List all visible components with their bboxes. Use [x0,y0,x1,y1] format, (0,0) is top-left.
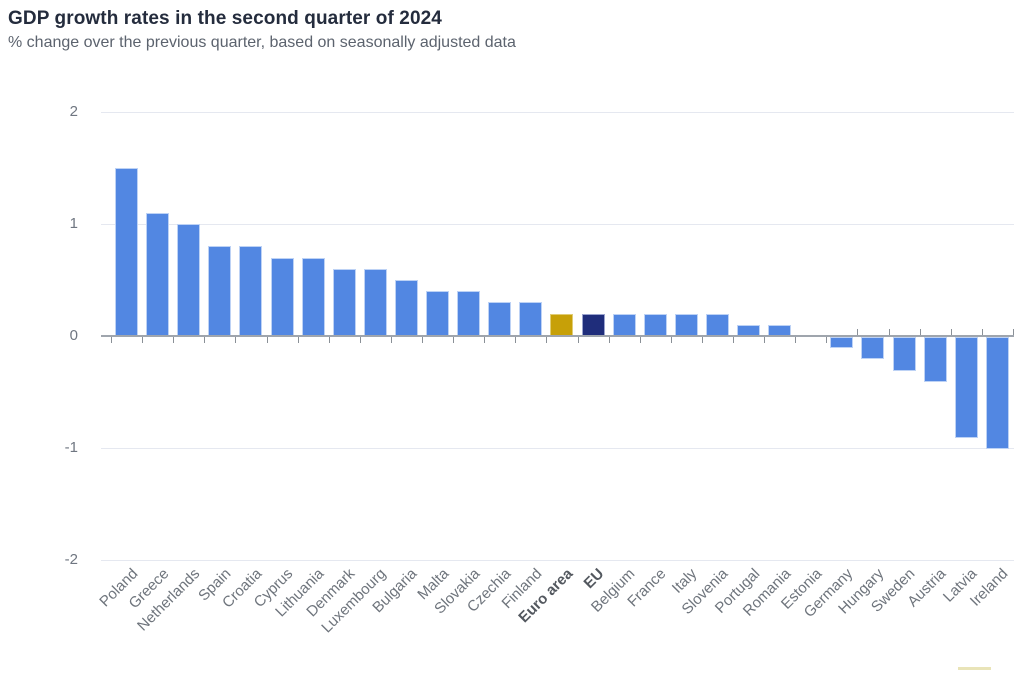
y-axis-tick-label: -1 [64,439,78,456]
x-axis-tick [235,337,237,343]
x-axis-tick [515,337,517,343]
x-axis-tick [701,337,703,343]
x-axis-tick [670,337,672,343]
bar-belgium[interactable] [612,313,636,336]
bar-spain[interactable] [208,246,232,336]
bar-denmark[interactable] [332,268,356,336]
y-axis-tick-label: 0 [69,327,78,344]
chart-subtitle: % change over the previous quarter, base… [8,34,516,51]
x-axis-tick [1012,329,1014,335]
x-axis-tick [266,337,268,343]
gridline-y-2 [101,112,1014,113]
x-axis-tick [142,337,144,343]
x-axis-line [101,335,1014,337]
x-axis-tick [733,337,734,343]
x-axis-tick [639,337,641,343]
bar-hungary[interactable] [861,337,885,360]
y-axis-tick-label: 2 [69,103,78,120]
bar-latvia[interactable] [954,337,978,438]
x-axis-tick [981,329,983,335]
bar-poland[interactable] [115,168,139,336]
bar-cyprus[interactable] [270,257,294,336]
y-axis-tick-label: -2 [64,551,78,568]
x-axis-tick [390,337,392,343]
x-axis-tick [422,337,423,343]
x-axis-tick [453,337,455,343]
x-axis-tick [826,337,828,343]
x-axis-tick [328,337,330,343]
x-axis-tick [608,337,610,343]
gridline-y--2 [101,560,1014,561]
x-axis-tick [764,337,766,343]
x-axis-tick [204,337,206,343]
bar-croatia[interactable] [239,246,263,336]
bar-czechia[interactable] [488,302,512,336]
bar-slovakia[interactable] [457,291,481,336]
bar-austria[interactable] [923,337,947,382]
bar-italy[interactable] [674,313,698,336]
bar-luxembourg[interactable] [363,268,387,336]
cropped-yellow-element-bottom-right [958,667,991,670]
chart-title: GDP growth rates in the second quarter o… [8,8,442,29]
bar-lithuania[interactable] [301,257,325,336]
x-axis-tick [484,337,486,343]
bar-ireland[interactable] [985,337,1009,449]
bar-malta[interactable] [426,291,450,336]
bar-eu[interactable] [581,313,605,336]
x-axis-tick [888,329,890,335]
bar-bulgaria[interactable] [394,280,418,336]
bar-sweden[interactable] [892,337,916,371]
x-axis-tick [950,329,952,335]
gridline-y--1 [101,448,1014,449]
bar-finland[interactable] [519,302,543,336]
bar-netherlands[interactable] [177,224,201,336]
bar-euro-area[interactable] [550,313,574,336]
gridline-y-1 [101,224,1014,225]
x-axis-tick [297,337,299,343]
x-axis-tick [546,337,548,343]
bar-germany[interactable] [830,337,854,349]
x-axis-tick [857,329,859,335]
x-axis-tick [359,337,361,343]
x-axis-tick [919,329,921,335]
y-axis-tick-label: 1 [69,215,78,232]
x-axis-tick [795,337,797,343]
x-axis-tick [577,337,579,343]
bar-greece[interactable] [146,212,170,336]
bar-slovenia[interactable] [705,313,729,336]
x-axis-tick [111,337,112,343]
x-axis-tick [173,337,175,343]
bar-france[interactable] [643,313,667,336]
